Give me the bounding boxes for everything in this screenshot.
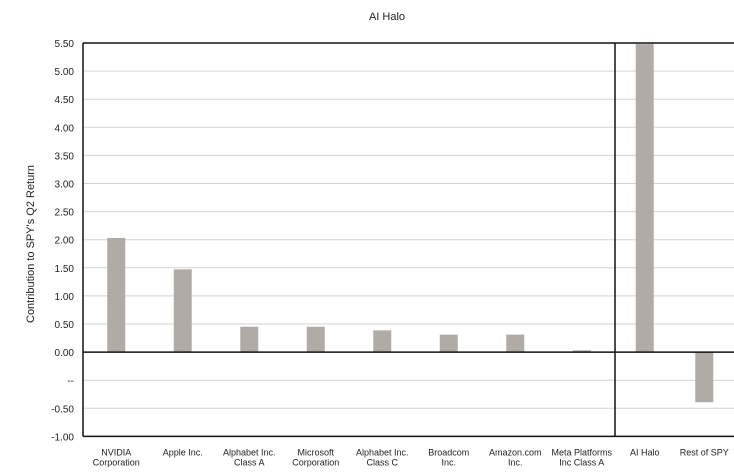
x-tick-label: Meta Platforms bbox=[551, 447, 612, 457]
y-tick-label: 2.50 bbox=[55, 208, 75, 219]
y-tick-label: 0.00 bbox=[55, 348, 75, 359]
x-tick-label: Rest of SPY bbox=[680, 447, 729, 457]
x-tick-label: Inc. bbox=[508, 457, 523, 467]
y-tick-label: 4.00 bbox=[55, 123, 75, 134]
x-tick-label: Apple Inc. bbox=[163, 447, 203, 457]
y-tick-labels: 5.50 5.00 4.50 4.00 3.50 3.00 2.50 2.00 1.50 1.00… bbox=[51, 39, 74, 443]
bar bbox=[107, 237, 126, 353]
x-tick-label: Inc Class A bbox=[559, 457, 604, 467]
y-tick-label: 5.00 bbox=[55, 67, 75, 78]
y-tick-label: 3.00 bbox=[55, 180, 75, 191]
x-tick-label: Microsoft bbox=[297, 447, 334, 457]
y-tick-label: 3.50 bbox=[55, 151, 75, 162]
bar bbox=[695, 352, 714, 403]
x-tick-label: NVIDIA bbox=[101, 447, 131, 457]
y-tick-label: -- bbox=[67, 376, 74, 387]
axes bbox=[82, 42, 734, 438]
y-tick-label: 1.50 bbox=[55, 264, 75, 275]
y-tick-label: 0.50 bbox=[55, 320, 75, 331]
y-tick-label: 2.00 bbox=[55, 236, 75, 247]
bar bbox=[373, 330, 392, 353]
bar bbox=[439, 334, 458, 353]
x-tick-label: Corporation bbox=[292, 457, 339, 467]
x-tick-label: Inc. bbox=[441, 457, 456, 467]
y-tick-label: -0.50 bbox=[51, 404, 74, 415]
y-tick-label: 5.50 bbox=[55, 39, 75, 50]
x-tick-label: Amazon.com bbox=[489, 447, 542, 457]
bar bbox=[306, 326, 325, 353]
x-tick-label: Alphabet Inc. bbox=[356, 447, 409, 457]
y-tick-label: -1.00 bbox=[51, 432, 74, 443]
bar bbox=[240, 326, 259, 353]
bar bbox=[635, 44, 654, 353]
y-axis-label: Contribution to SPY's Q2 Return bbox=[25, 165, 37, 323]
x-tick-label: Broadcom bbox=[428, 447, 469, 457]
bars bbox=[107, 44, 714, 403]
bar bbox=[572, 350, 591, 353]
x-tick-label: Corporation bbox=[93, 457, 140, 467]
x-tick-label: Class C bbox=[366, 457, 398, 467]
x-tick-label: Class A bbox=[234, 457, 265, 467]
bar bbox=[506, 334, 525, 353]
y-tick-label: 4.50 bbox=[55, 95, 75, 106]
bar bbox=[173, 269, 192, 353]
x-tick-label: Alphabet Inc. bbox=[223, 447, 276, 457]
x-tick-label: AI Halo bbox=[630, 447, 660, 457]
chart-title: AI Halo bbox=[369, 11, 405, 23]
y-tick-label: 1.00 bbox=[55, 292, 75, 303]
